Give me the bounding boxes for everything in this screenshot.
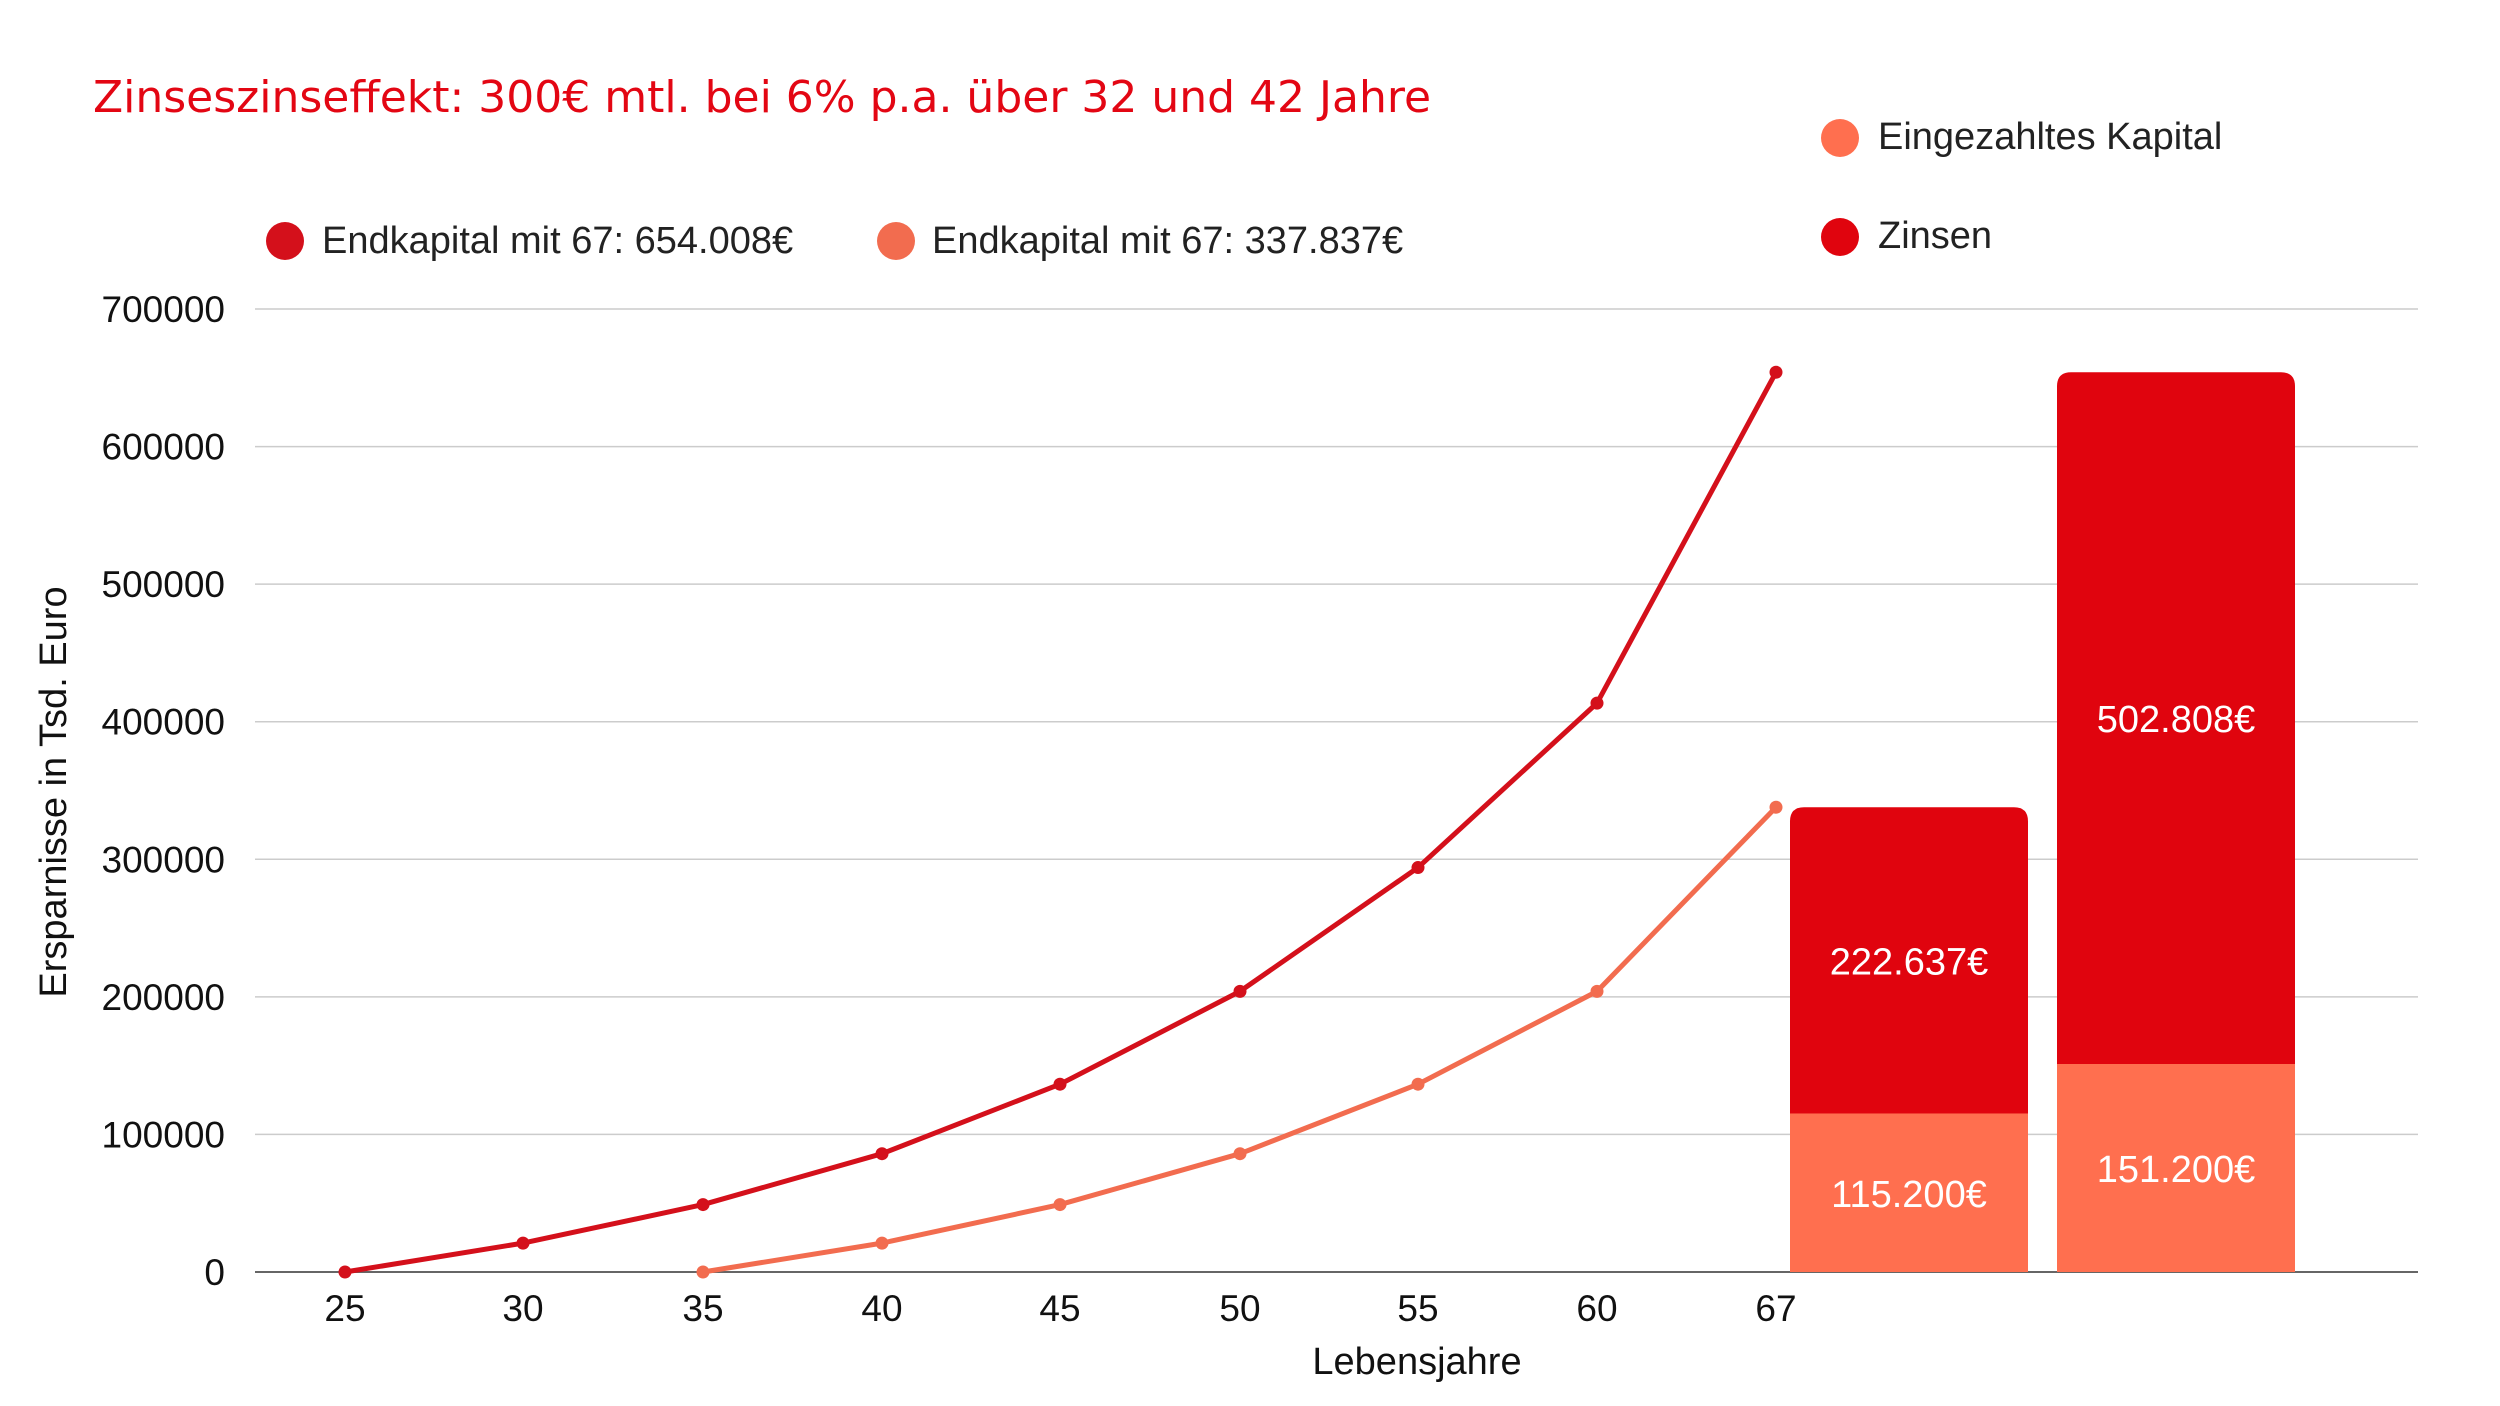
chart-title: Zinseszinseffekt: 300€ mtl. bei 6% p.a. … (93, 72, 1431, 123)
x-tick-label: 60 (1576, 1288, 1617, 1329)
y-tick-label: 500000 (102, 564, 225, 605)
bar-segment-kapital (2057, 1063, 2295, 1272)
series-line (344, 371, 1779, 1275)
legend-marker-zinsen (1821, 218, 1859, 256)
y-tick-label: 400000 (102, 702, 225, 743)
data-point (1769, 365, 1783, 379)
bar-segment-kapital (1790, 1113, 2028, 1272)
y-tick-label: 600000 (102, 427, 225, 468)
x-tick-label: 67 (1755, 1288, 1796, 1329)
stacked-bars: 115.200€ 222.637€ 151.200€ 502.808€ (1790, 372, 2295, 1272)
bar-label-zinsen: 222.637€ (1830, 941, 1989, 983)
y-tick-label: 0 (204, 1252, 225, 1293)
data-point (696, 1198, 710, 1212)
legend-marker-series-2 (877, 222, 915, 260)
legend-label-kapital: Eingezahltes Kapital (1878, 116, 2222, 158)
data-point (1233, 1147, 1247, 1161)
x-tick-label: 45 (1039, 1288, 1080, 1329)
y-tick-label: 300000 (102, 839, 225, 880)
bar-segment-zinsen (2057, 372, 2295, 1064)
bar-label-kapital: 151.200€ (2097, 1149, 2256, 1191)
legend-marker-kapital (1821, 119, 1859, 157)
x-tick-label: 40 (861, 1288, 902, 1329)
x-axis-ticks: 25 30 35 40 45 50 55 60 67 (324, 1288, 1796, 1329)
data-point (1411, 861, 1425, 875)
series-line (702, 805, 1778, 1275)
legend-label-series-1: Endkapital mit 67: 654.008€ (322, 220, 793, 262)
y-tick-label: 200000 (102, 977, 225, 1018)
legend-label-zinsen: Zinsen (1878, 215, 1992, 257)
x-tick-label: 55 (1397, 1288, 1438, 1329)
bar-label-zinsen: 502.808€ (2097, 699, 2256, 741)
data-point (1590, 696, 1604, 710)
data-point (875, 1236, 889, 1250)
data-point (1590, 984, 1604, 998)
data-point (696, 1265, 710, 1279)
line-series (338, 365, 1783, 1279)
legend-label-series-2: Endkapital mit 67: 337.837€ (932, 220, 1403, 262)
y-tick-label: 100000 (102, 1114, 225, 1155)
y-tick-label: 700000 (102, 289, 225, 330)
data-point (516, 1236, 530, 1250)
data-point (875, 1147, 889, 1161)
x-tick-label: 35 (682, 1288, 723, 1329)
x-tick-label: 30 (502, 1288, 543, 1329)
y-axis-label: Ersparnisse in Tsd. Euro (33, 586, 75, 997)
data-point (1233, 984, 1247, 998)
x-tick-label: 50 (1219, 1288, 1260, 1329)
bar-label-kapital: 115.200€ (1831, 1174, 1987, 1216)
y-axis-ticks: 0 100000 200000 300000 400000 500000 600000 700… (102, 289, 225, 1293)
legend-marker-series-1 (266, 222, 304, 260)
x-tick-label: 25 (324, 1288, 365, 1329)
data-point (1411, 1077, 1425, 1091)
data-point (1053, 1077, 1067, 1091)
x-axis-label: Lebensjahre (1312, 1341, 1521, 1383)
bar-segment-zinsen (1790, 807, 2028, 1114)
data-point (1769, 800, 1783, 814)
data-point (1053, 1198, 1067, 1212)
data-point (338, 1265, 352, 1279)
